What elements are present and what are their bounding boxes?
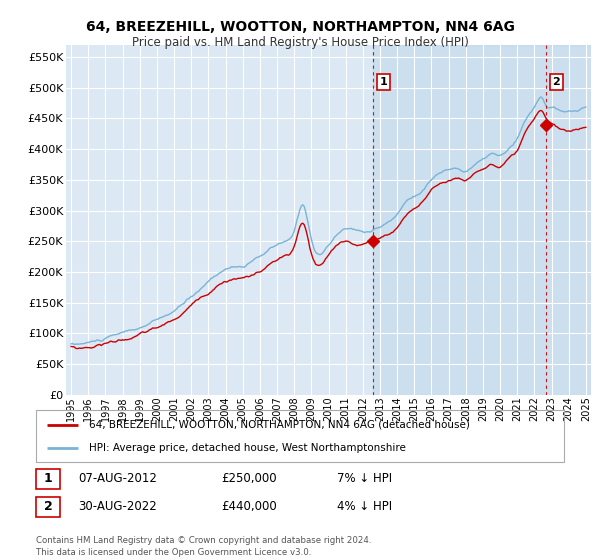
- Text: 2: 2: [44, 500, 52, 514]
- Text: 4% ↓ HPI: 4% ↓ HPI: [337, 500, 392, 514]
- Text: 1: 1: [380, 77, 388, 87]
- Text: Contains HM Land Registry data © Crown copyright and database right 2024.
This d: Contains HM Land Registry data © Crown c…: [36, 536, 371, 557]
- Text: £250,000: £250,000: [221, 472, 277, 486]
- Text: 64, BREEZEHILL, WOOTTON, NORTHAMPTON, NN4 6AG: 64, BREEZEHILL, WOOTTON, NORTHAMPTON, NN…: [86, 20, 514, 34]
- Text: 1: 1: [44, 472, 52, 486]
- FancyBboxPatch shape: [36, 497, 60, 517]
- FancyBboxPatch shape: [36, 469, 60, 489]
- Text: 64, BREEZEHILL, WOOTTON, NORTHAMPTON, NN4 6AG (detached house): 64, BREEZEHILL, WOOTTON, NORTHAMPTON, NN…: [89, 420, 470, 430]
- Text: HPI: Average price, detached house, West Northamptonshire: HPI: Average price, detached house, West…: [89, 442, 406, 452]
- Text: 7% ↓ HPI: 7% ↓ HPI: [337, 472, 392, 486]
- Text: £440,000: £440,000: [221, 500, 277, 514]
- Text: 2: 2: [553, 77, 560, 87]
- Text: 30-AUG-2022: 30-AUG-2022: [78, 500, 157, 514]
- Text: 07-AUG-2012: 07-AUG-2012: [78, 472, 157, 486]
- Bar: [373, 45, 591, 395]
- Text: Price paid vs. HM Land Registry's House Price Index (HPI): Price paid vs. HM Land Registry's House …: [131, 36, 469, 49]
